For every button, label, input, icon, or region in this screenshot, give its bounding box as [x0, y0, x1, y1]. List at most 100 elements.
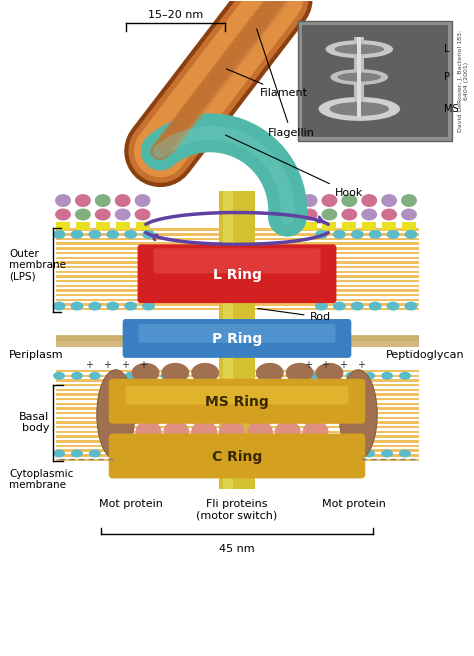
Ellipse shape — [236, 40, 254, 54]
Text: David DeRosier, J. Bacteriol 183:
6404 (2001): David DeRosier, J. Bacteriol 183: 6404 (… — [458, 30, 469, 132]
Ellipse shape — [351, 230, 364, 239]
Ellipse shape — [191, 420, 217, 443]
Ellipse shape — [71, 302, 83, 310]
Bar — [56, 436, 419, 438]
Bar — [298, 21, 452, 141]
Ellipse shape — [202, 84, 219, 99]
Bar — [56, 308, 419, 310]
Ellipse shape — [161, 449, 173, 457]
Ellipse shape — [71, 449, 83, 457]
Ellipse shape — [107, 372, 118, 380]
Ellipse shape — [115, 194, 131, 207]
Ellipse shape — [115, 209, 131, 220]
Ellipse shape — [53, 230, 65, 239]
Ellipse shape — [164, 134, 182, 149]
Ellipse shape — [184, 98, 204, 115]
Text: MS: MS — [444, 104, 458, 114]
Ellipse shape — [346, 449, 357, 457]
Ellipse shape — [88, 230, 101, 239]
Text: Periplasm: Periplasm — [9, 350, 64, 360]
Ellipse shape — [252, 9, 272, 27]
Text: Outer
membrane
(LPS): Outer membrane (LPS) — [9, 249, 66, 282]
Bar — [56, 379, 419, 382]
Ellipse shape — [124, 302, 137, 310]
Text: +: + — [85, 360, 93, 370]
Bar — [56, 243, 419, 245]
Bar — [56, 336, 419, 341]
Text: +: + — [321, 360, 329, 370]
Ellipse shape — [176, 109, 196, 127]
Text: +: + — [138, 360, 146, 370]
Ellipse shape — [107, 449, 118, 457]
Ellipse shape — [75, 209, 91, 220]
Bar — [56, 417, 419, 419]
Ellipse shape — [150, 142, 170, 160]
Ellipse shape — [361, 194, 377, 207]
Ellipse shape — [321, 209, 337, 220]
Ellipse shape — [132, 363, 159, 382]
Ellipse shape — [261, 7, 279, 22]
Bar — [56, 407, 419, 410]
Bar — [354, 37, 364, 117]
Ellipse shape — [189, 92, 209, 110]
Ellipse shape — [310, 449, 321, 457]
Ellipse shape — [381, 209, 397, 220]
Bar — [56, 412, 419, 415]
Ellipse shape — [387, 230, 400, 239]
Ellipse shape — [124, 230, 137, 239]
Bar — [357, 37, 361, 117]
Ellipse shape — [189, 101, 207, 115]
Ellipse shape — [248, 14, 268, 32]
Ellipse shape — [351, 302, 364, 310]
Bar — [56, 252, 419, 255]
Ellipse shape — [341, 194, 357, 207]
Ellipse shape — [315, 230, 328, 239]
Ellipse shape — [89, 372, 101, 380]
FancyBboxPatch shape — [109, 434, 365, 478]
Ellipse shape — [219, 62, 237, 77]
Ellipse shape — [206, 70, 226, 88]
Bar — [402, 222, 416, 230]
Bar — [56, 449, 419, 452]
Ellipse shape — [176, 117, 194, 133]
Ellipse shape — [253, 18, 271, 33]
Ellipse shape — [239, 26, 259, 43]
Ellipse shape — [125, 449, 137, 457]
Text: +: + — [357, 360, 365, 370]
Ellipse shape — [399, 449, 411, 457]
Bar — [56, 393, 419, 396]
Ellipse shape — [369, 230, 382, 239]
Ellipse shape — [75, 194, 91, 207]
Bar — [56, 388, 419, 391]
Bar — [56, 403, 419, 405]
Bar — [96, 222, 110, 230]
Ellipse shape — [191, 363, 219, 382]
Ellipse shape — [53, 449, 65, 457]
Bar — [219, 191, 255, 489]
Ellipse shape — [286, 363, 313, 382]
Ellipse shape — [106, 230, 119, 239]
Ellipse shape — [172, 123, 190, 138]
Bar — [223, 191, 233, 489]
Text: Flagellin: Flagellin — [256, 29, 315, 138]
Ellipse shape — [180, 103, 200, 121]
Ellipse shape — [301, 209, 318, 220]
Ellipse shape — [142, 230, 155, 239]
Ellipse shape — [256, 3, 276, 21]
Ellipse shape — [240, 34, 258, 49]
Bar — [382, 222, 396, 230]
Ellipse shape — [261, 0, 281, 16]
Ellipse shape — [162, 363, 189, 382]
Ellipse shape — [361, 209, 377, 220]
Ellipse shape — [321, 194, 337, 207]
Text: Mot protein: Mot protein — [99, 499, 163, 509]
Bar — [56, 384, 419, 386]
Bar — [56, 247, 419, 250]
FancyBboxPatch shape — [154, 249, 320, 274]
Bar — [302, 222, 317, 230]
Text: +: + — [339, 360, 347, 370]
Ellipse shape — [265, 0, 285, 10]
Ellipse shape — [401, 194, 417, 207]
Bar — [76, 222, 90, 230]
Text: L: L — [444, 44, 449, 54]
